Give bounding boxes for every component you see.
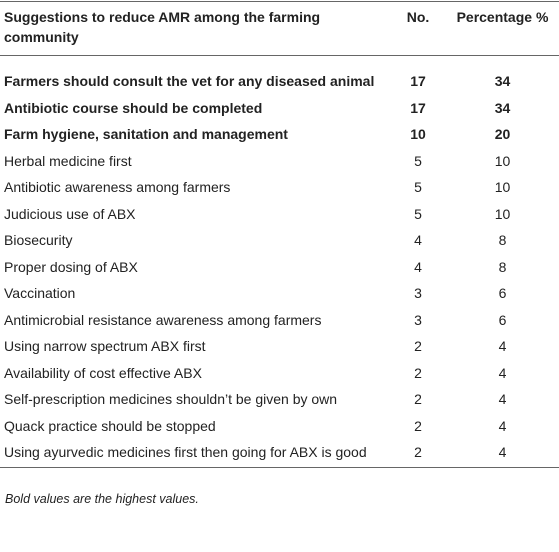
cell-value: 20 (494, 126, 511, 142)
cell-value: 4 (414, 258, 422, 275)
cell-value: 2 (390, 439, 446, 468)
cell-value: 6 (498, 311, 507, 328)
row-label: Vaccination (4, 285, 76, 301)
cell-value: 4 (414, 232, 422, 248)
row-label: Farmers should consult the vet for any d… (4, 73, 375, 89)
cell-value: 4 (498, 417, 507, 434)
cell-value: 17 (410, 73, 426, 89)
row-label: Biosecurity (4, 232, 73, 248)
table-row: Biosecurity 4 8 (0, 228, 559, 255)
cell-value: 17 (410, 99, 426, 116)
footnote: Bold values are the highest values. (5, 491, 199, 506)
cell-value: 4 (498, 338, 507, 354)
cell-value: 4 (446, 439, 559, 468)
table-row: Using ayurvedic medicines first then goi… (0, 439, 559, 468)
cell-value: 8 (498, 258, 507, 275)
table-row: Farm hygiene, sanitation and management 1… (0, 122, 559, 149)
cell-value: 3 (414, 311, 422, 328)
table-row: Vaccination 3 6 (0, 281, 559, 308)
row-label: Antibiotic awareness among farmers (4, 179, 231, 195)
row-label: Farm hygiene, sanitation and management (4, 126, 288, 142)
cell-value: 10 (494, 205, 511, 222)
cell-value: 6 (498, 285, 507, 301)
cell-value: 2 (414, 338, 422, 354)
data-table: Suggestions to reduce AMR among the farm… (0, 1, 559, 468)
table-row: Antibiotic awareness among farmers 5 10 (0, 175, 559, 202)
table-row: Quack practice should be stopped 2 4 (0, 413, 559, 440)
row-label: Using narrow spectrum ABX first (4, 338, 206, 354)
table-row: Self-prescription medicines shouldn’t be… (0, 387, 559, 414)
cell-value: 5 (414, 152, 422, 169)
row-label: Availability of cost effective ABX (4, 364, 202, 381)
cell-value: 5 (414, 205, 422, 222)
table-row: Proper dosing of ABX 4 8 (0, 254, 559, 281)
table-row: Judicious use of ABX 5 10 (0, 201, 559, 228)
cell-value: 5 (414, 179, 422, 195)
cell-value: 34 (494, 73, 511, 89)
header-cell: No. (390, 1, 446, 56)
row-label: Antimicrobial resistance awareness among… (4, 311, 322, 328)
table-body: Farmers should consult the vet for any d… (0, 56, 559, 468)
cell-value: 10 (494, 152, 511, 169)
row-label: Self-prescription medicines shouldn’t be… (4, 391, 338, 407)
cell-value: 34 (494, 99, 511, 116)
table-row: Using narrow spectrum ABX first 2 4 (0, 334, 559, 361)
table-row: Farmers should consult the vet for any d… (0, 56, 559, 96)
table-row: Antibiotic course should be completed 17 3… (0, 95, 559, 122)
row-label: Judicious use of ABX (4, 205, 136, 222)
cell-value: 10 (410, 126, 426, 142)
cell-value: 2 (414, 364, 422, 381)
table-row: Availability of cost effective ABX 2 4 (0, 360, 559, 387)
row-label: Antibiotic course should be completed (4, 99, 263, 116)
header-row: Suggestions to reduce AMR among the farm… (0, 1, 559, 56)
header-cell: Percentage % (446, 1, 559, 56)
cell-value: 10 (494, 179, 511, 195)
cell-value: 4 (498, 364, 507, 381)
cell-value: 2 (414, 417, 422, 434)
cell-value: 8 (498, 232, 507, 248)
table-row: Herbal medicine first 5 10 (0, 148, 559, 175)
cell-value: 3 (414, 285, 422, 301)
cell-value: 4 (498, 391, 507, 407)
table-row: Antimicrobial resistance awareness among… (0, 307, 559, 334)
row-label: Using ayurvedic medicines first then goi… (0, 439, 390, 468)
row-label: Herbal medicine first (4, 152, 132, 169)
cell-value: 2 (414, 391, 422, 407)
row-label: Proper dosing of ABX (4, 258, 138, 275)
row-label: Quack practice should be stopped (4, 417, 216, 434)
header-cell: Suggestions to reduce AMR among the farm… (0, 1, 390, 56)
